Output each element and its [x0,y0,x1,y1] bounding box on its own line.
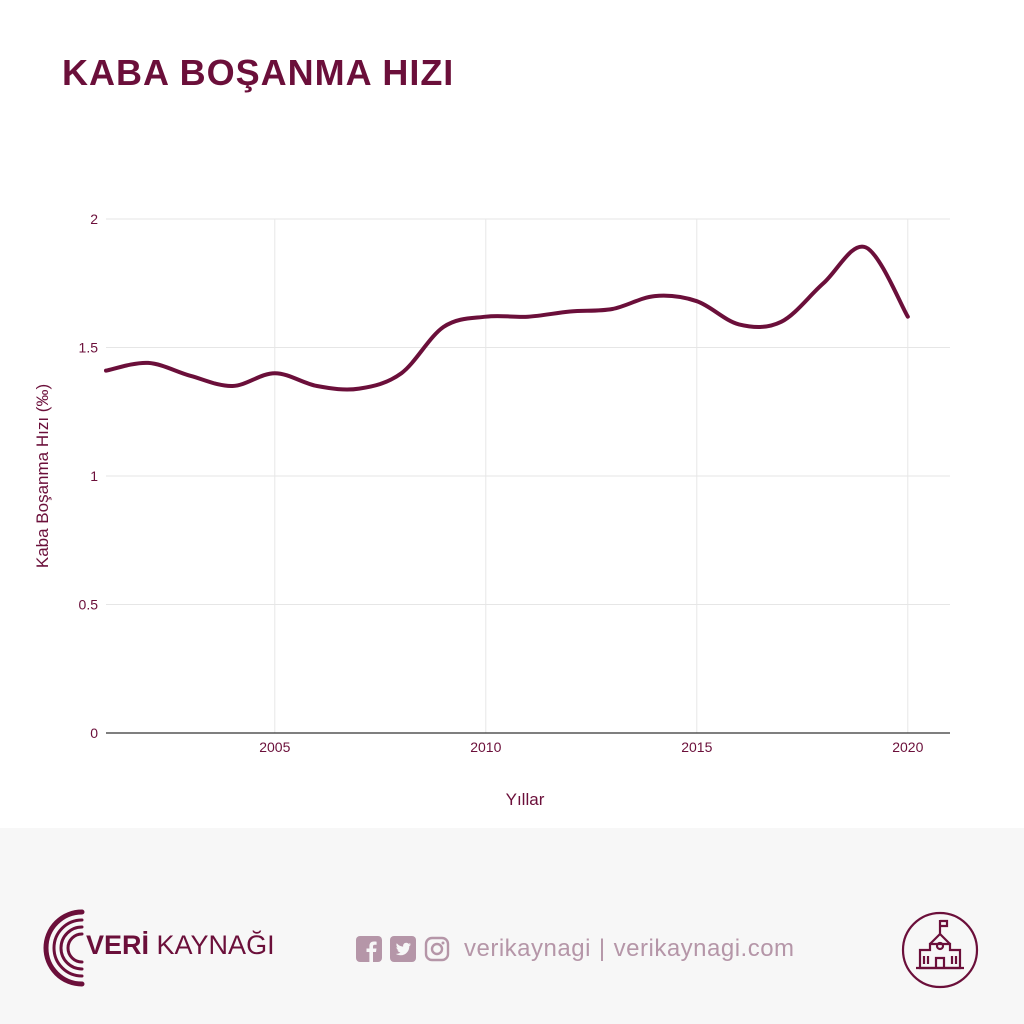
y-tick-label: 1 [90,468,98,484]
y-axis-label: Kaba Boşanma Hızı (‰) [33,384,52,568]
x-axis-ticks: 2005 2010 2015 2020 [259,739,923,755]
y-tick-label: 2 [90,211,98,227]
x-tick-label: 2020 [892,739,923,755]
social-separator: | [598,935,606,962]
brand-signal-icon [43,909,85,987]
instagram-icon[interactable] [424,936,450,962]
y-tick-label: 0 [90,725,98,741]
social-handle[interactable]: verikaynagi [464,935,591,962]
brand-name-part1: VERİ [86,930,150,960]
brand-name-part2: KAYNAĞI [149,930,275,960]
x-tick-label: 2010 [470,739,501,755]
footer: VERİ KAYNAĞI verikaynagi | verikaynagi.com [0,828,1024,1024]
x-axis-label: Yıllar [506,790,545,809]
y-axis-ticks: 0 0.5 1 1.5 2 [79,211,99,741]
y-tick-label: 1.5 [79,340,99,356]
twitter-icon[interactable] [390,936,416,962]
social-links: verikaynagi | verikaynagi.com [356,932,795,966]
page-title: KABA BOŞANMA HIZI [62,52,455,93]
x-tick-label: 2005 [259,739,290,755]
line-chart: 0 0.5 1 1.5 2 2005 2010 2015 2020 Yıllar Kaba B… [33,211,950,809]
brand-name: VERİ KAYNAĞI [86,930,275,961]
brand-logo[interactable]: VERİ KAYNAĞI [38,902,298,992]
x-tick-label: 2015 [681,739,712,755]
chart-grid [106,218,950,733]
website-link[interactable]: verikaynagi.com [613,935,795,962]
y-tick-label: 0.5 [79,597,99,613]
school-building-icon [900,910,980,990]
series-line [104,244,910,392]
social-contact: verikaynagi | verikaynagi.com [464,935,795,963]
facebook-icon[interactable] [356,936,382,962]
